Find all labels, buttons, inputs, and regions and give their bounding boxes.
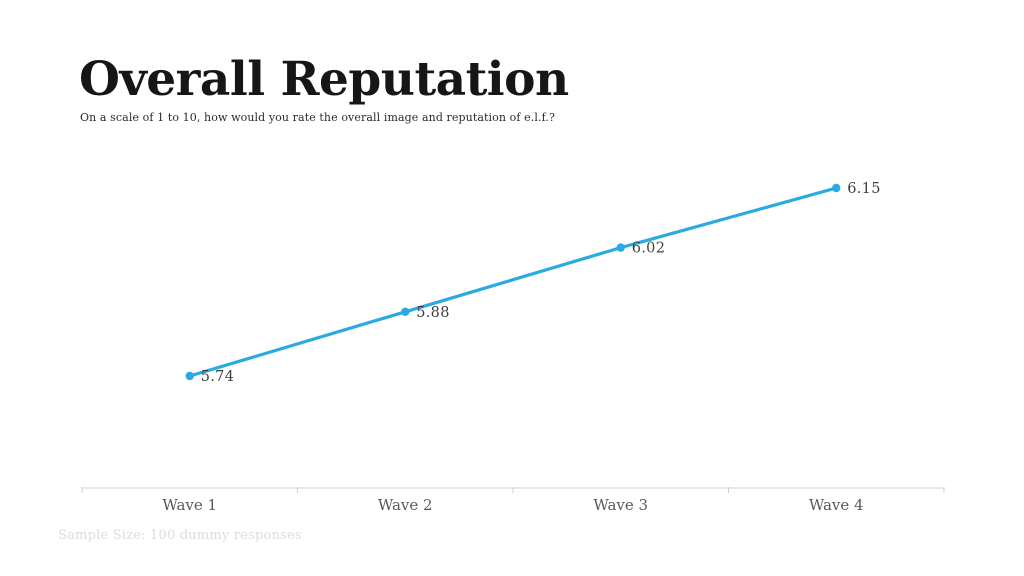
data-point-label: 5.74 (201, 369, 235, 385)
data-point (832, 183, 841, 193)
page-title: Overall Reputation (79, 52, 569, 107)
data-point (401, 307, 410, 317)
x-axis-label: Wave 3 (593, 496, 648, 514)
data-point-label: 6.02 (632, 241, 666, 257)
chart-subtitle-question: On a scale of 1 to 10, how would you rat… (80, 111, 555, 124)
data-point (616, 243, 625, 252)
x-axis-label: Wave 1 (162, 496, 217, 514)
x-axis-label: Wave 2 (378, 496, 433, 514)
x-axis-label: Wave 4 (809, 496, 864, 514)
data-point (185, 371, 194, 381)
data-point-label: 6.15 (847, 181, 881, 197)
trend-line (188, 186, 838, 378)
data-point-label: 5.88 (416, 305, 450, 321)
sample-size-note: Sample Size: 100 dummy responses (58, 528, 302, 543)
